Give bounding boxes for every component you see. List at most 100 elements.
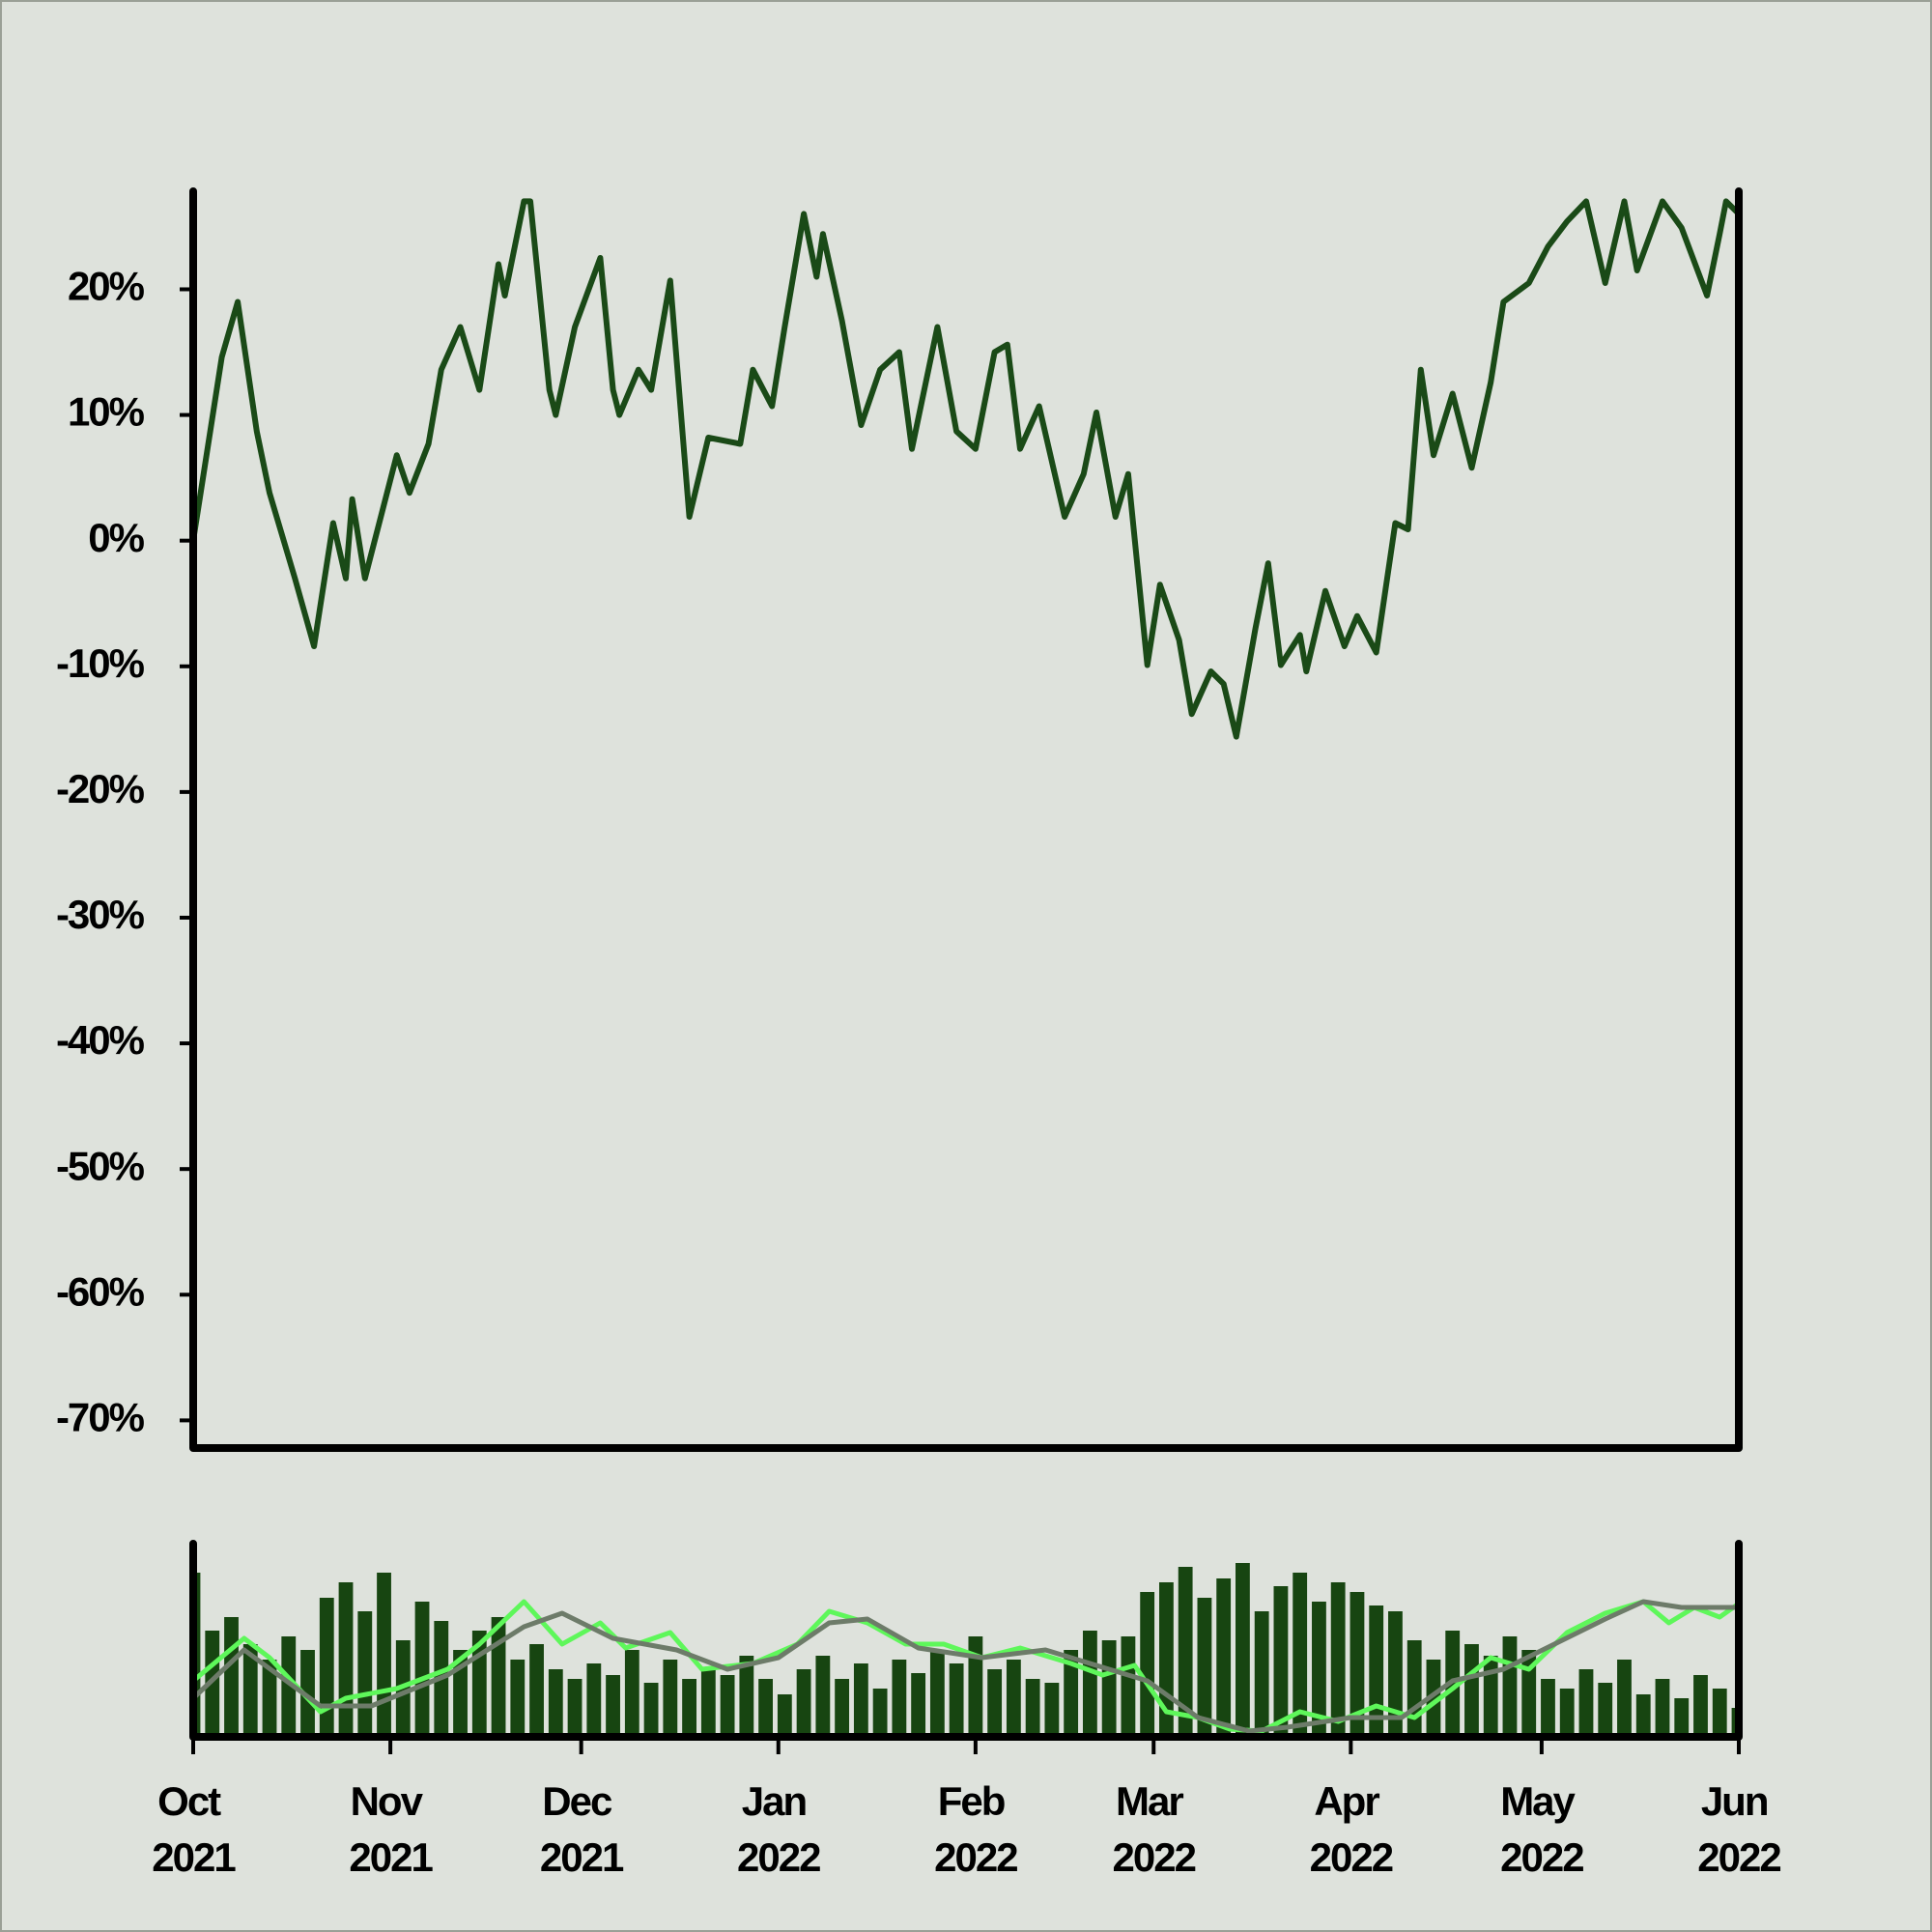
volume-bar [777,1694,792,1737]
volume-bar [682,1679,696,1737]
axis-spine [189,1540,1743,1741]
volume-bar [1598,1683,1613,1737]
y-tick-label: -60% [56,1268,145,1314]
line [190,198,1742,740]
volume-bar [1236,1563,1250,1737]
volume-bar [911,1673,926,1737]
volume-bar [1541,1679,1555,1737]
y-tick-label: 20% [68,264,145,309]
volume-bar [1293,1573,1308,1737]
y-tick-label: 0% [88,515,144,560]
volume-bar [968,1636,983,1737]
volume-bar [949,1663,964,1737]
volume-bar [872,1689,888,1737]
y-tick-label: 10% [68,389,145,435]
volume-bar [1178,1567,1193,1737]
volume-bar [491,1617,506,1737]
x-tick-label: Nov 2021 [349,1778,433,1880]
volume-bar [1312,1602,1326,1737]
volume-bar [1426,1660,1441,1737]
volume-bar [1197,1598,1212,1737]
volume-bar [548,1669,563,1737]
volume-bar [1006,1660,1021,1737]
volume-bar [624,1650,639,1737]
volume-bar [319,1598,334,1737]
volume-bar [1617,1660,1632,1737]
volume-bar [1121,1636,1136,1737]
volume-bar [663,1660,678,1737]
volume-bar [1693,1675,1708,1737]
volume-bar [1025,1679,1040,1737]
x-tick-label: Jun 2022 [1697,1778,1780,1880]
volume-bar [300,1650,315,1737]
volume-bar [1464,1644,1479,1737]
volume-bar [1578,1669,1594,1737]
volume-bar [1388,1611,1403,1737]
x-tick-label: Feb 2022 [934,1778,1017,1880]
volume-bar [815,1656,831,1737]
volume-bar [758,1679,773,1737]
volume-bar [1635,1694,1651,1737]
y-tick-label: -40% [56,1017,145,1063]
volume-bar [1483,1656,1498,1737]
volume-bar [1369,1605,1384,1737]
volume-bar [242,1644,258,1737]
volume-bar [700,1669,716,1737]
volume-bar [1082,1631,1097,1737]
moving-average-line [191,1599,1741,1734]
x-tick-label: Dec 2021 [540,1778,624,1880]
volume-bar [1406,1640,1422,1737]
volume-bar [205,1631,220,1737]
volume-bar [606,1675,620,1737]
volume-bar [1064,1650,1079,1737]
y-tick-label: -70% [56,1394,145,1439]
volume-bar [338,1582,354,1737]
volume-bar [414,1602,430,1737]
volume-bar [796,1669,811,1737]
volume-bar [1521,1650,1537,1737]
moving-average-line [191,1599,1739,1734]
x-tick-label: May 2022 [1500,1778,1583,1880]
volume-bar [1273,1586,1289,1737]
volume-bar [224,1617,239,1737]
x-tick-label: Mar 2022 [1113,1778,1196,1880]
volume-bar [1140,1592,1155,1737]
volume-bar [1216,1578,1232,1737]
volume-bar [1674,1698,1690,1737]
volume-bar [1330,1582,1346,1737]
volume-bar [1350,1592,1365,1737]
volume-bar [567,1679,582,1737]
volume-bar [1502,1636,1518,1737]
y-tick-label: -30% [56,892,145,937]
axis-spine [189,187,1743,1452]
volume-bar [529,1644,544,1737]
volume-bar [1712,1689,1727,1737]
volume-bar [720,1675,735,1737]
volume-bar [377,1573,391,1737]
volume-bar [1044,1683,1060,1737]
volume-bar [739,1656,754,1737]
volume-bar [1655,1679,1670,1737]
volume-bar [1254,1611,1269,1737]
volume-bar [643,1683,659,1737]
volume-bar [1101,1640,1117,1737]
volume-bar [987,1669,1003,1737]
y-tick-label: -10% [56,640,145,686]
x-tick-label: Jan 2022 [737,1778,820,1880]
x-tick-label: Oct 2021 [152,1778,236,1880]
y-tick-label: -50% [56,1143,145,1188]
y-tick-label: -20% [56,766,145,811]
volume-bar [835,1679,850,1737]
volume-bar [853,1663,868,1737]
volume-bar [586,1663,602,1737]
volume-bar [510,1660,526,1737]
x-tick-label: Apr 2022 [1310,1778,1393,1880]
volume-bar [262,1660,277,1737]
volume-bar [281,1636,297,1737]
volume-bar [1559,1689,1575,1737]
volume-bar [357,1611,373,1737]
volume-bar [892,1660,907,1737]
volume-bar [929,1650,945,1737]
